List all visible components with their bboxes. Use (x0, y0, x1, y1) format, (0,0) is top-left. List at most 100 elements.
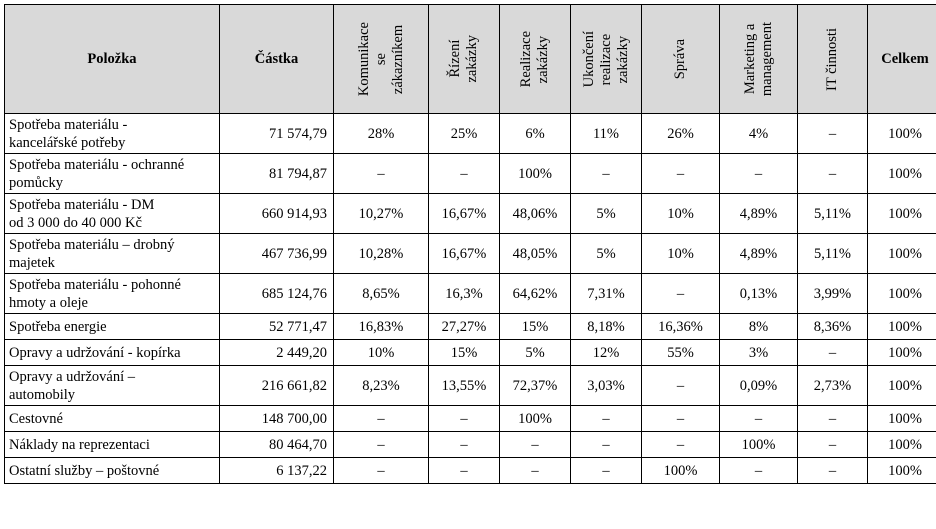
share-order-management-cell: 16,67% (428, 193, 500, 234)
item-cell: Náklady na reprezentaci (4, 431, 220, 458)
header-marketing-management-label: Marketing a management (741, 21, 775, 97)
header-order-management-label: Řízení zakázky (447, 35, 480, 83)
share-order-realization-cell: 5% (499, 339, 571, 366)
header-customer-communication: Komunikace se zákazníkem (333, 4, 429, 114)
share-order-completion-cell: 3,03% (570, 365, 642, 406)
table-row: Spotřeba energie 52 771,47 16,83% 27,27% 15%… (4, 313, 936, 340)
share-order-completion-cell: – (570, 457, 642, 484)
share-marketing-management-cell: 4,89% (719, 193, 798, 234)
share-order-realization-cell: 100% (499, 405, 571, 432)
share-it-activities-cell: 5,11% (797, 193, 868, 234)
share-marketing-management-cell: – (719, 405, 798, 432)
header-administration-label: Správa (672, 38, 688, 80)
amount-cell: 81 794,87 (219, 153, 334, 194)
header-it-activities: IT činnosti (797, 4, 868, 114)
share-it-activities-cell: 2,73% (797, 365, 868, 406)
share-marketing-management-cell: 4% (719, 113, 798, 154)
item-cell: Spotřeba materiálu – drobný majetek (4, 233, 220, 274)
table-row: Cestovné 148 700,00– –100% – – – –100% (4, 405, 936, 432)
share-order-realization-cell: 6% (499, 113, 571, 154)
header-row: Položka Částka Komunikace se zákazníkem … (4, 4, 936, 114)
header-total: Celkem (867, 4, 936, 114)
share-it-activities-cell: – (797, 405, 868, 432)
amount-cell: 216 661,82 (219, 365, 334, 406)
share-marketing-management-cell: – (719, 153, 798, 194)
share-administration-cell: 10% (641, 233, 720, 274)
item-cell: Ostatní služby – poštovné (4, 457, 220, 484)
share-marketing-management-cell: 0,09% (719, 365, 798, 406)
share-customer-communication-cell: 10,27% (333, 193, 429, 234)
table-row: Opravy a udržování - kopírka 2 449,20 10% 1… (4, 339, 936, 366)
item-cell: Spotřeba materiálu - pohonné hmoty a ole… (4, 273, 220, 314)
share-order-completion-cell: 11% (570, 113, 642, 154)
share-administration-cell: 16,36% (641, 313, 720, 340)
share-order-management-cell: 16,3% (428, 273, 500, 314)
share-it-activities-cell: 3,99% (797, 273, 868, 314)
share-customer-communication-cell: 16,83% (333, 313, 429, 340)
share-marketing-management-cell: 0,13% (719, 273, 798, 314)
share-order-management-cell: – (428, 431, 500, 458)
table-row: Spotřeba materiálu – drobný majetek 467 7… (4, 233, 936, 274)
header-order-completion: Ukončení realizace zakázky (570, 4, 642, 114)
amount-cell: 660 914,93 (219, 193, 334, 234)
share-it-activities-cell: 5,11% (797, 233, 868, 274)
total-cell: 100% (867, 313, 936, 340)
share-order-management-cell: – (428, 153, 500, 194)
item-cell: Spotřeba materiálu - kancelářské potřeby (4, 113, 220, 154)
share-customer-communication-cell: 8,23% (333, 365, 429, 406)
share-customer-communication-cell: 10% (333, 339, 429, 366)
share-order-completion-cell: 12% (570, 339, 642, 366)
table-row: Ostatní služby – poštovné 6 137,22– – – –100… (4, 457, 936, 484)
share-order-completion-cell: 8,18% (570, 313, 642, 340)
share-order-completion-cell: – (570, 431, 642, 458)
share-order-completion-cell: – (570, 405, 642, 432)
share-it-activities-cell: 8,36% (797, 313, 868, 340)
amount-cell: 467 736,99 (219, 233, 334, 274)
share-customer-communication-cell: – (333, 457, 429, 484)
share-order-realization-cell: – (499, 457, 571, 484)
amount-cell: 80 464,70 (219, 431, 334, 458)
cost-allocation-table: Položka Částka Komunikace se zákazníkem … (4, 4, 936, 484)
share-it-activities-cell: – (797, 339, 868, 366)
total-cell: 100% (867, 273, 936, 314)
amount-cell: 71 574,79 (219, 113, 334, 154)
header-administration: Správa (641, 4, 720, 114)
share-administration-cell: 55% (641, 339, 720, 366)
item-cell: Opravy a udržování – automobily (4, 365, 220, 406)
share-marketing-management-cell: – (719, 457, 798, 484)
header-item: Položka (4, 4, 220, 114)
total-cell: 100% (867, 233, 936, 274)
item-cell: Opravy a udržování - kopírka (4, 339, 220, 366)
total-cell: 100% (867, 193, 936, 234)
table-row: Spotřeba materiálu - DM od 3 000 do 40 0… (4, 193, 936, 234)
header-order-realization-label: Realizace zakázky (518, 30, 551, 88)
amount-cell: 148 700,00 (219, 405, 334, 432)
share-it-activities-cell: – (797, 431, 868, 458)
total-cell: 100% (867, 405, 936, 432)
share-administration-cell: 10% (641, 193, 720, 234)
total-cell: 100% (867, 365, 936, 406)
share-marketing-management-cell: 4,89% (719, 233, 798, 274)
header-amount: Částka (219, 4, 334, 114)
share-administration-cell: – (641, 365, 720, 406)
header-customer-communication-label: Komunikace se zákazníkem (355, 21, 406, 97)
share-order-management-cell: 25% (428, 113, 500, 154)
share-customer-communication-cell: – (333, 431, 429, 458)
total-cell: 100% (867, 339, 936, 366)
total-cell: 100% (867, 113, 936, 154)
share-administration-cell: 26% (641, 113, 720, 154)
amount-cell: 2 449,20 (219, 339, 334, 366)
share-it-activities-cell: – (797, 153, 868, 194)
share-order-completion-cell: 7,31% (570, 273, 642, 314)
share-order-management-cell: – (428, 457, 500, 484)
header-marketing-management: Marketing a management (719, 4, 798, 114)
share-it-activities-cell: – (797, 113, 868, 154)
share-order-management-cell: – (428, 405, 500, 432)
share-order-management-cell: 16,67% (428, 233, 500, 274)
amount-cell: 6 137,22 (219, 457, 334, 484)
share-order-realization-cell: 15% (499, 313, 571, 340)
share-order-management-cell: 27,27% (428, 313, 500, 340)
share-order-completion-cell: – (570, 153, 642, 194)
share-customer-communication-cell: – (333, 153, 429, 194)
share-order-realization-cell: 64,62% (499, 273, 571, 314)
